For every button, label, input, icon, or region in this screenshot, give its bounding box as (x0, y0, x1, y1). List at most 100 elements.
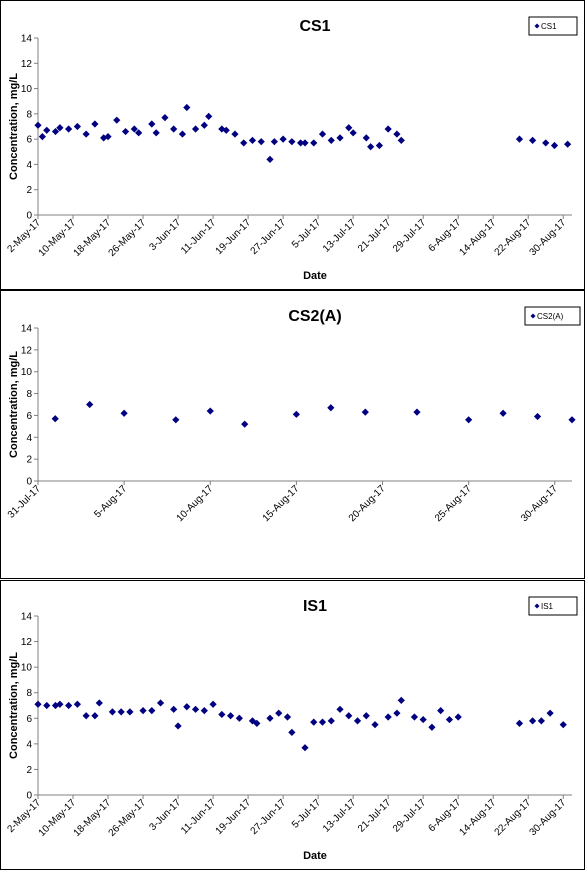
data-point (34, 700, 42, 708)
data-point (336, 134, 344, 142)
data-point (148, 120, 156, 128)
data-point (43, 126, 51, 134)
x-tick-label: 30-Aug-17 (528, 797, 569, 838)
data-point (371, 721, 379, 729)
data-point (275, 709, 283, 717)
data-point (362, 134, 370, 142)
x-tick-label: 26-May-17 (107, 797, 149, 839)
data-point (397, 136, 405, 145)
data-point (73, 122, 81, 131)
data-point (91, 120, 99, 128)
data-point (161, 114, 169, 122)
data-point (240, 139, 248, 147)
data-point (465, 416, 473, 424)
x-tick-label: 5-Jul-17 (290, 797, 324, 831)
data-point (95, 699, 103, 707)
x-tick-label: 22-Aug-17 (493, 797, 534, 838)
x-tick-label: 26-May-17 (107, 217, 149, 259)
data-point (297, 139, 305, 147)
x-axis-label: Date (303, 270, 327, 282)
data-point (172, 416, 180, 424)
data-point (413, 408, 421, 416)
x-tick-label: 20-Aug-17 (347, 483, 388, 524)
y-tick-label: 2 (26, 185, 32, 196)
data-point (353, 717, 362, 725)
x-tick-label: 10-Aug-17 (175, 483, 216, 524)
data-point (209, 700, 217, 708)
x-tick-label: 15-Aug-17 (261, 483, 302, 524)
data-point (82, 130, 90, 138)
data-point (174, 722, 182, 730)
y-tick-label: 8 (26, 688, 32, 699)
data-point (200, 121, 208, 129)
data-point (206, 407, 214, 415)
x-tick-label: 11-Jun-17 (179, 217, 218, 256)
data-point (191, 705, 200, 713)
data-point (529, 717, 537, 725)
data-point (437, 707, 445, 715)
x-tick-label: 27-Jun-17 (249, 797, 289, 837)
data-point (318, 718, 327, 726)
data-point (345, 712, 353, 720)
y-tick-label: 2 (26, 765, 32, 776)
data-point (288, 138, 296, 146)
data-point (135, 129, 143, 137)
data-point (120, 409, 128, 417)
y-tick-label: 6 (26, 135, 32, 146)
data-point (288, 728, 296, 736)
data-point (283, 713, 292, 721)
legend-box (528, 596, 578, 616)
y-tick-label: 4 (26, 433, 32, 444)
data-point (178, 130, 187, 138)
data-point (235, 714, 243, 722)
data-point (568, 416, 576, 424)
y-tick-label: 0 (26, 477, 32, 488)
data-point (270, 138, 278, 146)
legend-box (528, 16, 578, 36)
data-point (156, 699, 165, 707)
y-tick-label: 6 (26, 411, 32, 422)
data-point (537, 717, 545, 725)
data-point (91, 712, 99, 720)
chart-title: IS1 (303, 598, 327, 615)
legend-box (524, 306, 581, 326)
x-tick-label: 22-Aug-17 (493, 217, 534, 258)
data-point (65, 701, 73, 710)
legend-label: CS1 (541, 22, 557, 31)
data-point (327, 404, 335, 412)
y-tick-label: 4 (26, 160, 32, 171)
x-tick-label: 5-Jul-17 (290, 217, 324, 251)
data-point (384, 125, 392, 133)
x-tick-label: 27-Jun-17 (249, 217, 289, 257)
data-point (362, 712, 370, 720)
y-tick-label: 12 (21, 345, 33, 356)
data-point (384, 713, 392, 721)
data-point (428, 723, 436, 731)
data-point (218, 710, 226, 719)
x-tick-label: 30-Aug-17 (528, 217, 569, 258)
data-point (191, 125, 200, 133)
data-point (170, 125, 178, 133)
x-tick-label: 21-Jul-17 (356, 217, 394, 255)
data-point (241, 420, 249, 428)
data-point (564, 140, 572, 148)
data-point (367, 143, 375, 151)
y-axis-label: Concentration, mg/L (8, 652, 20, 759)
data-point (397, 696, 405, 704)
data-point (121, 127, 130, 136)
data-point (113, 116, 121, 124)
y-tick-label: 12 (21, 637, 33, 648)
y-tick-label: 10 (21, 84, 33, 95)
legend-label: IS1 (541, 602, 554, 611)
data-point (559, 721, 567, 729)
x-tick-label: 19-Jun-17 (214, 217, 254, 257)
data-point (393, 709, 401, 717)
x-tick-label: 5-Aug-17 (92, 483, 129, 520)
data-point (361, 408, 369, 416)
data-point (301, 139, 309, 147)
y-axis-label: Concentration, mg/L (8, 351, 20, 458)
data-point (550, 141, 559, 150)
data-point (170, 705, 178, 713)
chart-svg: IS1024681012142-May-1710-May-1718-May-17… (5, 596, 578, 862)
data-point (327, 717, 335, 725)
